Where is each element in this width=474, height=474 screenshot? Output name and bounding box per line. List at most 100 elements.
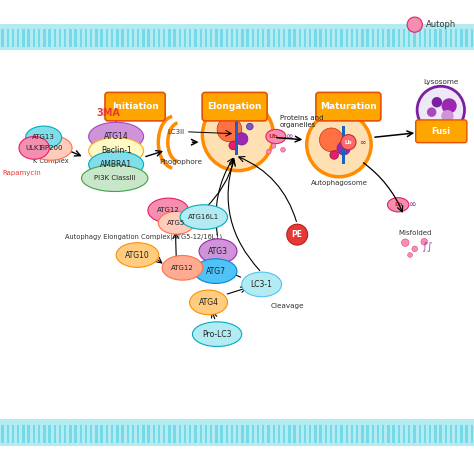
Bar bbox=[48, 25, 51, 48]
Bar bbox=[288, 425, 291, 443]
Bar bbox=[116, 421, 119, 444]
Bar bbox=[293, 29, 296, 47]
Bar bbox=[116, 29, 118, 47]
Bar bbox=[288, 421, 291, 444]
Bar bbox=[236, 29, 238, 47]
Bar bbox=[80, 425, 82, 443]
Bar bbox=[439, 421, 442, 444]
Bar bbox=[372, 25, 374, 48]
Bar bbox=[342, 126, 345, 164]
Bar bbox=[419, 425, 421, 443]
Bar bbox=[194, 29, 197, 47]
Bar bbox=[377, 425, 379, 443]
Text: AMBRA1: AMBRA1 bbox=[100, 160, 132, 169]
Bar bbox=[346, 425, 348, 443]
Bar bbox=[246, 421, 249, 444]
Bar bbox=[419, 25, 421, 48]
Circle shape bbox=[319, 128, 343, 152]
Bar bbox=[299, 29, 301, 47]
Bar bbox=[455, 29, 457, 47]
Bar bbox=[12, 421, 15, 444]
Bar bbox=[200, 421, 202, 444]
Bar bbox=[252, 25, 255, 48]
Bar bbox=[293, 425, 296, 443]
Bar bbox=[450, 421, 453, 444]
Bar bbox=[434, 421, 437, 444]
Bar bbox=[74, 25, 77, 48]
Bar bbox=[356, 25, 359, 48]
Bar bbox=[194, 425, 197, 443]
Bar bbox=[220, 421, 223, 444]
Circle shape bbox=[421, 238, 428, 245]
Ellipse shape bbox=[190, 290, 228, 315]
Bar bbox=[121, 425, 124, 443]
Bar bbox=[424, 25, 427, 48]
Bar bbox=[189, 25, 192, 48]
Bar bbox=[241, 29, 244, 47]
Bar bbox=[43, 29, 46, 47]
Bar bbox=[59, 29, 61, 47]
Bar bbox=[158, 421, 161, 444]
Bar bbox=[246, 425, 249, 443]
Bar bbox=[184, 25, 187, 48]
Bar bbox=[387, 425, 390, 443]
Circle shape bbox=[417, 86, 465, 134]
Bar bbox=[179, 25, 182, 48]
Bar bbox=[424, 29, 426, 47]
Bar bbox=[319, 421, 322, 444]
Bar bbox=[1, 29, 4, 47]
Bar bbox=[424, 425, 426, 443]
Text: Lb: Lb bbox=[394, 202, 402, 207]
Bar bbox=[346, 421, 348, 444]
Bar bbox=[377, 25, 380, 48]
Bar bbox=[100, 25, 103, 48]
Bar bbox=[184, 29, 186, 47]
Circle shape bbox=[229, 141, 237, 150]
Bar bbox=[17, 425, 19, 443]
Bar bbox=[137, 29, 139, 47]
Ellipse shape bbox=[82, 165, 148, 191]
Bar bbox=[450, 25, 453, 48]
Text: Autophagy Elongation Complex(ATG5-12/16L1): Autophagy Elongation Complex(ATG5-12/16L… bbox=[65, 234, 222, 240]
Circle shape bbox=[408, 253, 412, 257]
Bar bbox=[413, 425, 416, 443]
Bar bbox=[382, 25, 385, 48]
Bar bbox=[455, 425, 457, 443]
Bar bbox=[387, 25, 390, 48]
Bar bbox=[408, 29, 410, 47]
Bar bbox=[413, 421, 416, 444]
Bar bbox=[220, 25, 223, 48]
Bar bbox=[179, 425, 181, 443]
Bar bbox=[116, 425, 118, 443]
Bar bbox=[7, 425, 9, 443]
Text: Maturation: Maturation bbox=[320, 102, 377, 111]
Bar bbox=[194, 25, 197, 48]
Bar bbox=[241, 421, 244, 444]
Bar bbox=[168, 29, 171, 47]
Bar bbox=[121, 25, 124, 48]
Ellipse shape bbox=[199, 239, 237, 264]
Bar bbox=[38, 421, 41, 444]
Bar bbox=[372, 29, 374, 47]
Bar bbox=[351, 421, 354, 444]
Bar bbox=[100, 29, 103, 47]
Bar bbox=[278, 421, 281, 444]
Bar bbox=[205, 421, 208, 444]
Bar bbox=[33, 421, 36, 444]
Text: ATG4: ATG4 bbox=[199, 298, 219, 307]
Bar bbox=[314, 29, 317, 47]
Bar bbox=[340, 425, 343, 443]
Bar bbox=[465, 425, 468, 443]
Text: ATG16L1: ATG16L1 bbox=[188, 214, 219, 220]
Bar bbox=[111, 421, 114, 444]
Bar bbox=[215, 25, 218, 48]
Ellipse shape bbox=[89, 151, 144, 178]
Bar bbox=[335, 29, 337, 47]
Bar bbox=[283, 421, 286, 444]
Bar bbox=[173, 425, 176, 443]
Bar bbox=[74, 421, 77, 444]
Bar bbox=[205, 29, 207, 47]
Bar bbox=[424, 421, 427, 444]
Text: ATG5: ATG5 bbox=[167, 220, 185, 226]
Bar bbox=[64, 425, 66, 443]
